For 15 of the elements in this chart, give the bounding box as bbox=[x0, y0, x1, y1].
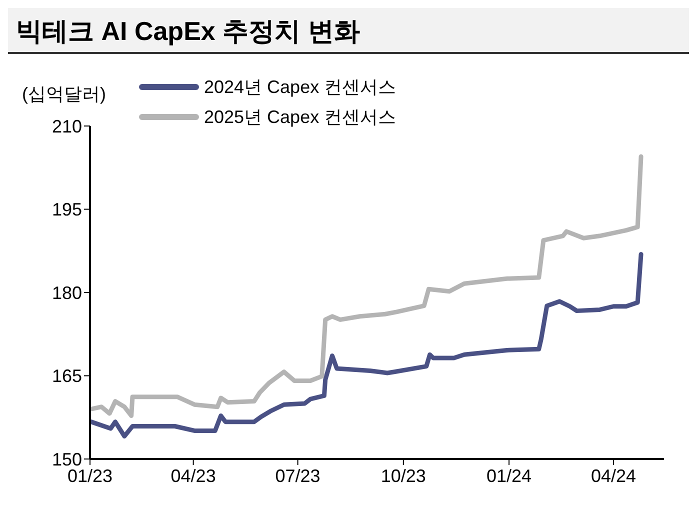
legend-label: 2025년 Capex 컨센서스 bbox=[204, 106, 396, 129]
x-tick-label: 07/23 bbox=[275, 466, 320, 486]
y-tick-label: 195 bbox=[52, 200, 82, 220]
y-tick-label: 165 bbox=[52, 366, 82, 386]
y-axis-title: (십억달러) bbox=[22, 83, 106, 106]
x-tick-label: 01/24 bbox=[486, 466, 532, 486]
y-tick-label: 210 bbox=[52, 116, 82, 136]
y-tick-label: 180 bbox=[52, 282, 82, 303]
legend-label: 2024년 Capex 컨센서스 bbox=[204, 76, 396, 99]
line-series bbox=[90, 154, 644, 418]
x-tick-label: 10/23 bbox=[380, 466, 426, 486]
line-series bbox=[90, 252, 644, 438]
x-tick-label: 04/23 bbox=[170, 466, 216, 486]
x-tick-label: 04/24 bbox=[590, 466, 636, 486]
chart-title: 빅테크 AI CapEx 추정치 변화 bbox=[16, 15, 360, 48]
